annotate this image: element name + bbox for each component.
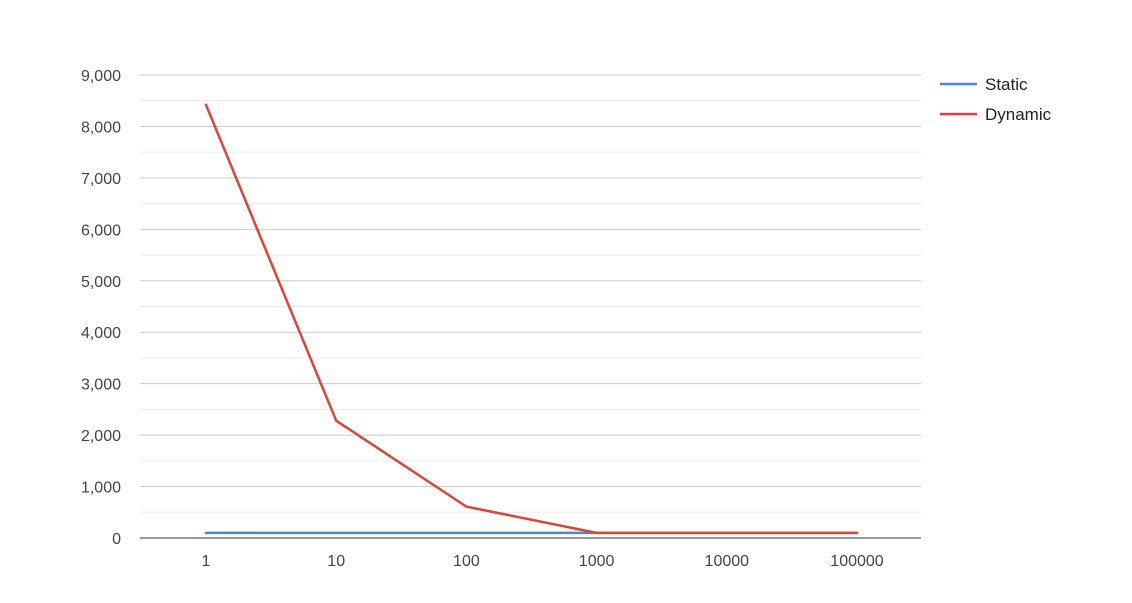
legend-label-dynamic: Dynamic (985, 105, 1052, 124)
x-tick-label: 1 (202, 553, 211, 570)
x-tick-label: 1000 (579, 553, 615, 570)
y-tick-label: 1,000 (81, 480, 121, 497)
x-tick-label: 100 (453, 553, 480, 570)
x-axis-tick-labels: 1 10 100 1000 10000 100000 (202, 553, 884, 570)
y-tick-label: 8,000 (81, 119, 121, 136)
x-tick-label: 100000 (830, 553, 883, 570)
minor-gridlines (140, 100, 921, 513)
legend-label-static: Static (985, 75, 1028, 94)
y-tick-label: 0 (112, 531, 121, 548)
series-line-dynamic (204, 103, 859, 535)
major-gridlines (140, 74, 921, 488)
x-tick-label: 10000 (705, 553, 750, 570)
y-tick-label: 2,000 (81, 428, 121, 445)
y-tick-label: 3,000 (81, 377, 121, 394)
y-tick-label: 6,000 (81, 222, 121, 239)
y-tick-label: 5,000 (81, 274, 121, 291)
x-tick-label: 10 (327, 553, 345, 570)
y-tick-label: 9,000 (81, 68, 121, 85)
legend: Static Dynamic (940, 75, 1052, 124)
series-lines (204, 103, 859, 535)
y-axis-tick-labels: 0 1,000 2,000 3,000 4,000 5,000 6,000 7,000 8,00… (81, 68, 121, 548)
y-tick-label: 4,000 (81, 325, 121, 342)
y-tick-label: 7,000 (81, 171, 121, 188)
